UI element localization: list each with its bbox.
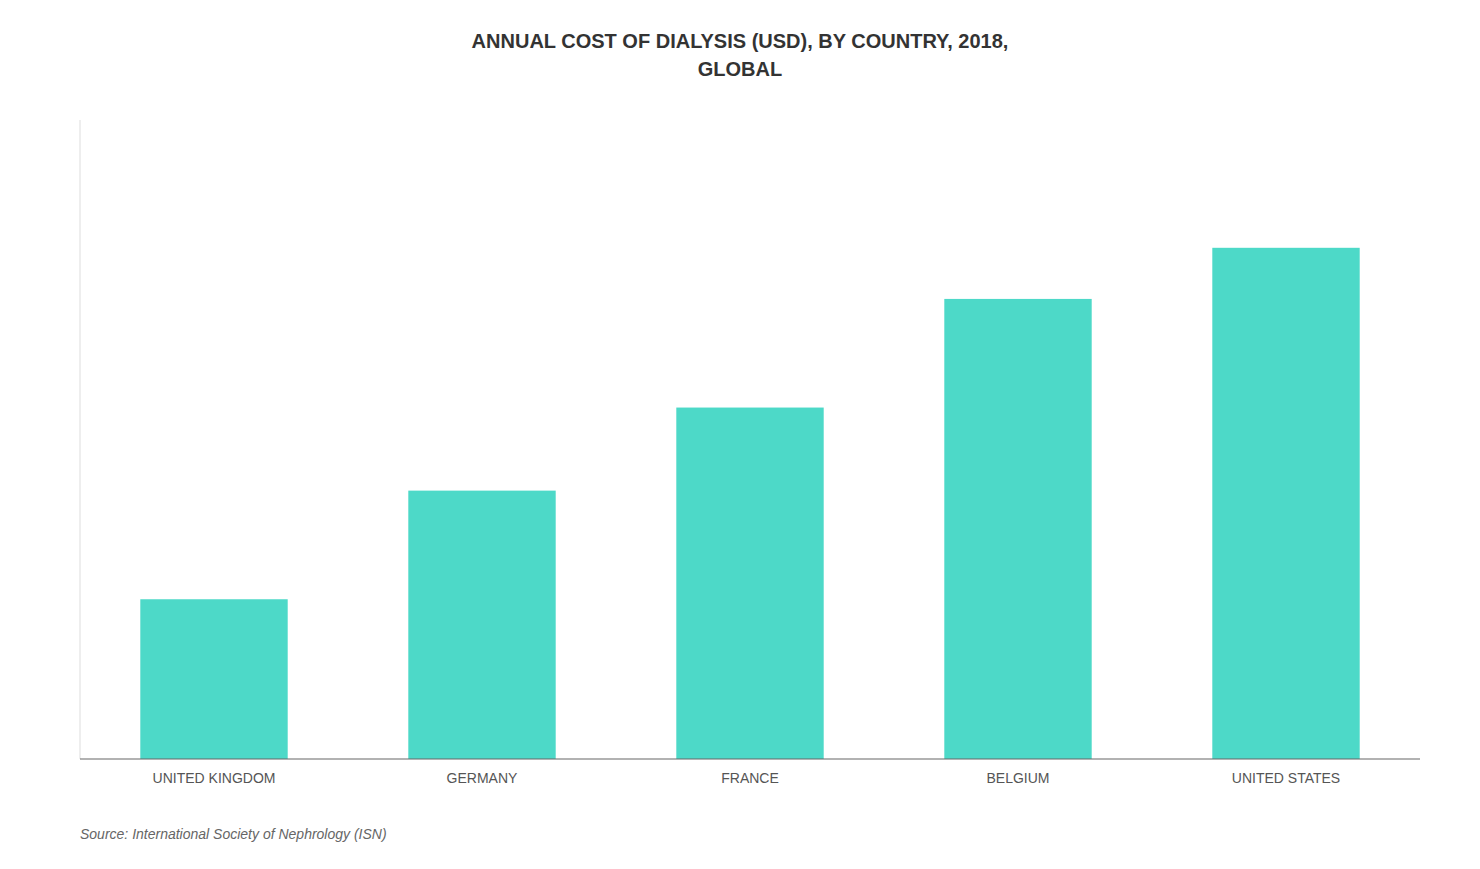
x-tick-label: GERMANY [447,770,518,786]
bar [676,408,823,759]
bar [1212,248,1359,759]
chart-svg: ANNUAL COST OF DIALYSIS (USD), BY COUNTR… [0,0,1480,869]
y-axis-line [80,120,81,759]
bar [944,299,1091,759]
bars [140,248,1359,759]
title-line: GLOBAL [698,58,782,80]
x-tick-label: FRANCE [721,770,779,786]
title-line: ANNUAL COST OF DIALYSIS (USD), BY COUNTR… [472,30,1009,52]
source-note: Source: International Society of Nephrol… [80,826,387,842]
x-axis-line [80,758,1420,759]
x-tick-label: UNITED KINGDOM [153,770,276,786]
bar [408,491,555,759]
bar [140,599,287,759]
x-tick-label: BELGIUM [986,770,1049,786]
chart-container: ANNUAL COST OF DIALYSIS (USD), BY COUNTR… [0,0,1480,869]
chart-title: ANNUAL COST OF DIALYSIS (USD), BY COUNTR… [472,30,1009,80]
x-tick-label: UNITED STATES [1232,770,1340,786]
